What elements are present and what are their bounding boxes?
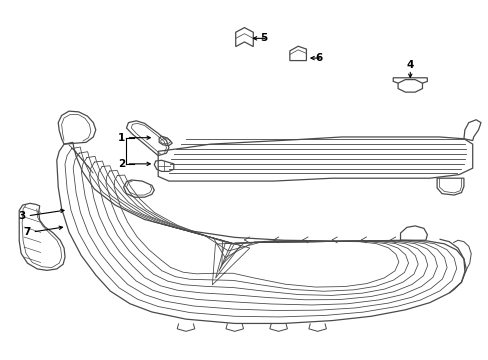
Text: 5: 5 [260,33,267,43]
Text: 7: 7 [23,227,31,237]
Text: 4: 4 [406,60,413,70]
Text: 6: 6 [315,53,322,63]
Text: 3: 3 [19,211,26,221]
Text: 1: 1 [118,133,125,143]
Text: 2: 2 [118,159,125,169]
